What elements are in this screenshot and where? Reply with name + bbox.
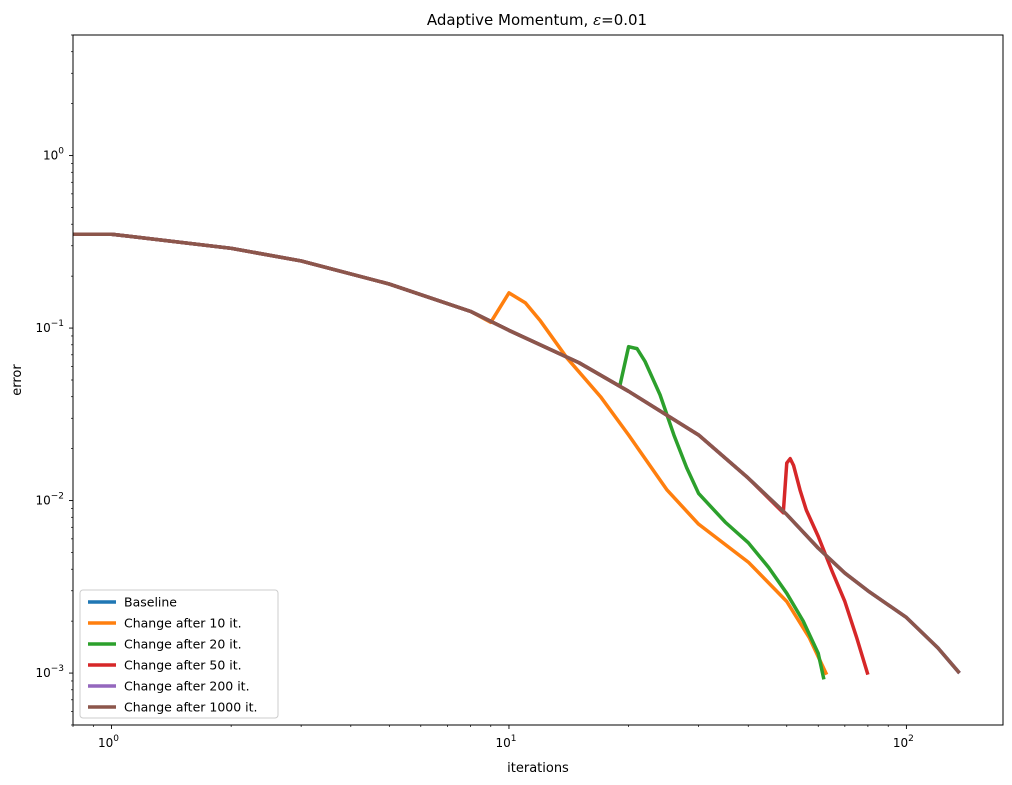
x-tick-label: 101 [495, 734, 516, 750]
legend-label-3: Change after 20 it. [124, 637, 242, 652]
x-axis: 100 101 102 [72, 725, 914, 750]
plot-area [73, 232, 961, 680]
legend: Baseline Change after 10 it. Change after … [79, 589, 279, 719]
y-tick-label: 10−1 [35, 319, 64, 335]
x-axis-label: iterations [507, 761, 569, 776]
y-tick-label: 100 [43, 147, 64, 163]
x-tick-label: 102 [893, 734, 914, 750]
legend-box [79, 589, 279, 719]
series-line-6 [73, 232, 961, 675]
x-tick-label: 100 [98, 734, 119, 750]
y-axis: 10−3 10−2 10−1 100 [35, 34, 73, 726]
legend-label-4: Change after 50 it. [124, 658, 242, 673]
y-tick-label: 10−3 [35, 664, 64, 680]
y-tick-label: 10−2 [35, 492, 64, 508]
legend-label-1: Baseline [124, 595, 177, 610]
legend-label-6: Change after 1000 it. [124, 700, 258, 715]
chart-title: Adaptive Momentum, ε=0.01 [427, 11, 647, 29]
y-axis-label: error [10, 364, 25, 396]
legend-label-5: Change after 200 it. [124, 679, 250, 694]
legend-label-2: Change after 10 it. [124, 616, 242, 631]
series-layer [73, 232, 961, 680]
